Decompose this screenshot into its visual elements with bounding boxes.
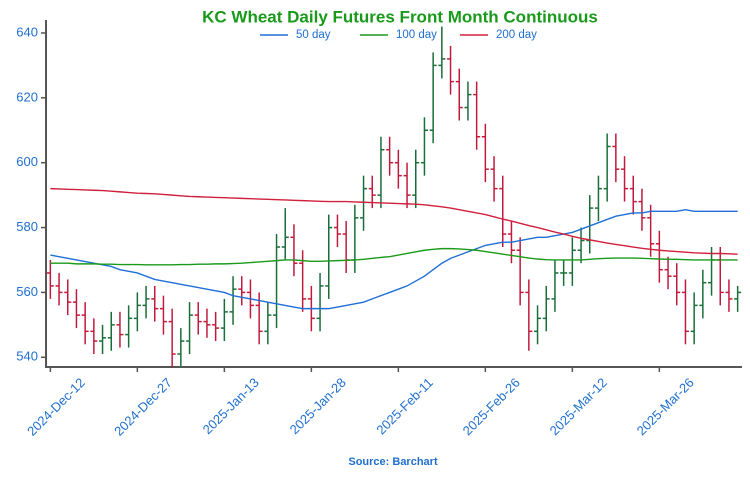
y-tick-label: 560	[16, 284, 38, 299]
legend-label: 100 day	[396, 29, 437, 41]
chart-title: KC Wheat Daily Futures Front Month Conti…	[202, 7, 598, 26]
y-tick-label: 580	[16, 219, 38, 234]
x-tick-label: 2025-Jan-13	[200, 375, 262, 437]
y-tick-label: 600	[16, 154, 38, 169]
y-tick-label: 640	[16, 24, 38, 39]
moving-average-line	[50, 209, 738, 310]
x-tick-label: 2025-Feb-26	[460, 375, 523, 438]
x-tick-label: 2025-Mar-12	[547, 375, 610, 438]
source: Source: Barchart	[348, 456, 438, 468]
moving-average-line	[50, 187, 738, 255]
legend-label: 200 day	[496, 29, 537, 41]
x-tick-label: 2025-Mar-26	[634, 375, 697, 438]
y-tick-label: 620	[16, 89, 38, 104]
x-tick-label: 2024-Dec-27	[111, 375, 175, 439]
x-tick-label: 2025-Feb-11	[373, 375, 436, 438]
moving-average-line	[50, 247, 738, 266]
x-tick-label: 2024-Dec-12	[24, 375, 88, 439]
legend-label: 50 day	[296, 29, 331, 41]
x-tick-label: 2025-Jan-28	[287, 375, 349, 437]
y-tick-label: 540	[16, 349, 38, 364]
